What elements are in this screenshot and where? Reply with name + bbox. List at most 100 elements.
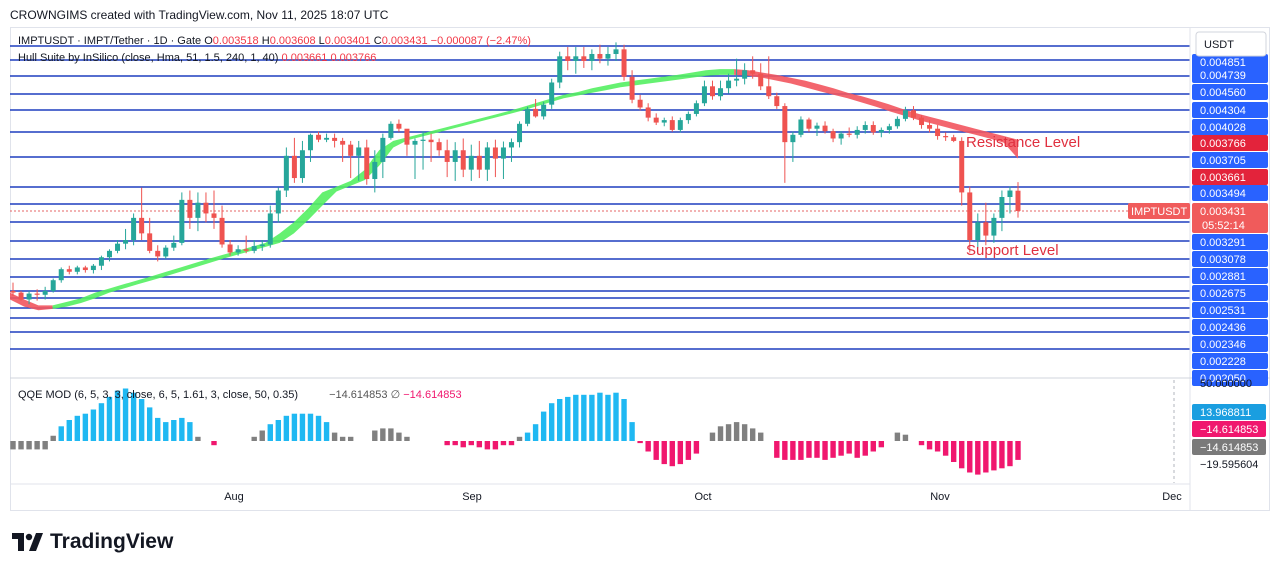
price-label-bg xyxy=(1192,67,1268,83)
candle-body xyxy=(718,88,724,97)
qqe-bar xyxy=(693,441,700,454)
candle-body xyxy=(910,110,916,118)
qqe-axis-badge-bg xyxy=(1192,421,1266,437)
candle-body xyxy=(927,125,933,129)
time-tick-label: Nov xyxy=(930,491,950,503)
qqe-bar xyxy=(275,420,282,441)
candle-body xyxy=(790,134,796,143)
candle-body xyxy=(484,147,490,170)
qqe-bar xyxy=(822,441,828,460)
qqe-bar xyxy=(733,422,740,441)
indicator-name[interactable]: Hull Suite by InSilico (close, Hma, 51, … xyxy=(18,52,279,64)
tradingview-logo-icon xyxy=(12,533,43,551)
time-tick-label: Dec xyxy=(1162,491,1182,503)
qqe-bar xyxy=(146,407,153,441)
qqe-bar xyxy=(299,413,306,441)
indicator-legend[interactable]: Hull Suite by InSilico (close, Hma, 51, … xyxy=(18,52,376,64)
qqe-bar xyxy=(758,432,764,441)
qqe-bar xyxy=(130,392,137,441)
candle-body xyxy=(814,125,820,129)
qqe-bar xyxy=(926,441,933,450)
candle-body xyxy=(862,125,868,130)
close-value: 0.003431 xyxy=(381,35,428,47)
qqe-bar xyxy=(163,422,169,441)
symbol-name[interactable]: IMPTUSDT · IMPT/Tether · 1D · Gate xyxy=(18,35,202,47)
time-tick-label: Oct xyxy=(694,491,711,503)
candle-body xyxy=(959,140,965,193)
candle-body xyxy=(565,56,571,61)
qqe-bar xyxy=(211,441,217,446)
qqe-bar xyxy=(331,432,338,441)
candle-body xyxy=(468,155,474,170)
qqe-bar xyxy=(58,426,64,441)
candle-body xyxy=(275,190,281,214)
price-label-bg xyxy=(1192,302,1268,318)
candle-body xyxy=(356,147,362,156)
candle-body xyxy=(983,222,989,236)
qqe-bar xyxy=(195,436,201,441)
change-value: −0.000087 (−2.47%) xyxy=(430,35,531,47)
candle-body xyxy=(219,217,225,245)
candle-body xyxy=(669,120,675,130)
candle-body xyxy=(734,78,740,81)
candle-body xyxy=(259,244,265,247)
price-label-bg xyxy=(1192,370,1268,386)
qqe-bar xyxy=(902,434,909,441)
price-label-bg xyxy=(1192,319,1268,335)
candle-body xyxy=(838,133,844,139)
candle-body xyxy=(227,244,233,253)
qqe-bar xyxy=(444,441,450,446)
qqe-name[interactable]: QQE MOD (6, 5, 3, 3, close, 6, 5, 1.61, … xyxy=(18,389,299,401)
candle-body xyxy=(131,217,137,241)
candle-body xyxy=(372,161,378,180)
tradingview-logo[interactable]: TradingView xyxy=(12,530,173,554)
candle-body xyxy=(766,86,772,97)
qqe-bar xyxy=(565,396,571,441)
qqe-empty-symbol: ∅ xyxy=(390,389,401,401)
candle-body xyxy=(460,150,466,170)
qqe-bar xyxy=(741,424,748,441)
candle-body xyxy=(645,107,651,118)
qqe-bar xyxy=(830,441,836,458)
qqe-value-2: −14.614853 xyxy=(403,389,462,401)
candle-body xyxy=(894,118,900,127)
qqe-axis-label: 50.000000 xyxy=(1200,378,1252,390)
candle-body xyxy=(58,269,64,281)
qqe-bar xyxy=(396,432,402,441)
qqe-bar xyxy=(179,417,185,441)
price-label: 0.004739 xyxy=(1200,70,1246,82)
candle-body xyxy=(316,134,322,140)
qqe-legend[interactable]: QQE MOD (6, 5, 3, 3, close, 6, 5, 1.61, … xyxy=(18,388,462,401)
hull-band-green xyxy=(52,69,735,309)
candle-body xyxy=(500,147,506,159)
candle-body xyxy=(115,243,121,251)
qqe-bar xyxy=(1007,441,1013,467)
qqe-bar xyxy=(589,394,595,441)
qqe-bar xyxy=(548,403,555,441)
candle-body xyxy=(637,99,643,108)
qqe-bar xyxy=(838,441,844,456)
price-label: 0.003291 xyxy=(1200,237,1246,249)
qqe-bar xyxy=(999,441,1005,469)
qqe-bar xyxy=(138,399,145,441)
price-badge-bg xyxy=(1192,203,1268,233)
candle-body xyxy=(951,137,957,141)
qqe-bar xyxy=(18,441,24,450)
qqe-bar xyxy=(388,428,394,441)
qqe-bar xyxy=(508,441,515,446)
chart-header-title: CROWNGIMS created with TradingView.com, … xyxy=(10,8,389,22)
qqe-bar xyxy=(323,422,330,441)
qqe-bar xyxy=(806,441,812,458)
candle-body xyxy=(605,53,611,59)
symbol-legend[interactable]: IMPTUSDT · IMPT/Tether · 1D · Gate O0.00… xyxy=(18,35,531,47)
candle-body xyxy=(854,129,860,135)
candle-body xyxy=(171,242,177,248)
candle-body xyxy=(364,147,370,180)
qqe-bar xyxy=(532,424,539,441)
candle-body xyxy=(541,104,547,117)
hull-value-2: 0.003766 xyxy=(330,52,377,64)
candle-body xyxy=(943,136,949,138)
qqe-value-1: −14.614853 xyxy=(329,389,388,401)
candle-body xyxy=(388,123,394,138)
